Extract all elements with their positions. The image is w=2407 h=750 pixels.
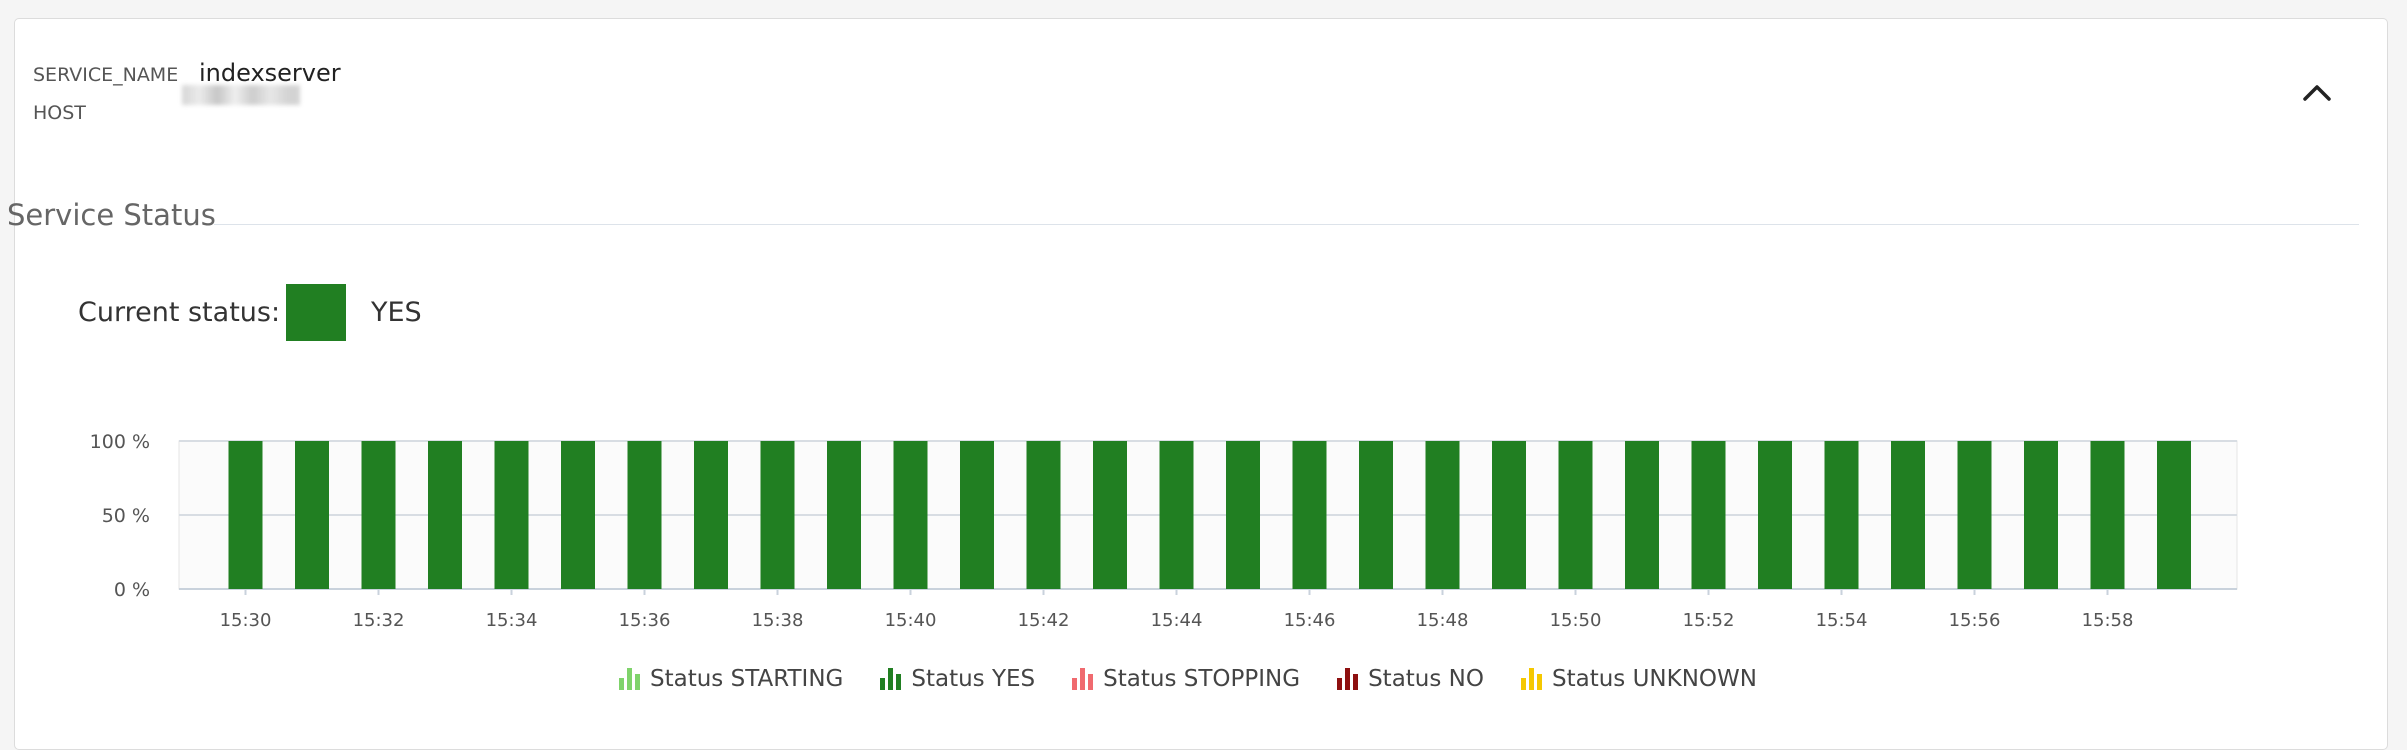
host-value-redacted [182,85,300,105]
chart-bar [2090,441,2125,589]
x-tick-label: 15:58 [2082,610,2134,631]
x-tick-label: 15:50 [1550,610,1602,631]
x-tick-label: 15:44 [1151,610,1203,631]
chart-bar [1957,441,1992,589]
x-tick-label: 15:52 [1683,610,1735,631]
x-tick-label: 15:30 [220,610,272,631]
bar-chart-icon [1072,668,1094,690]
chevron-up-icon [2303,85,2331,101]
chart-bar [1691,441,1726,589]
chart-bar [1292,441,1327,589]
bar-chart-icon [880,668,902,690]
legend-label: Status STOPPING [1103,666,1301,692]
section-title: Service Status [7,198,216,232]
y-tick-label: 0 % [114,579,150,601]
current-status-label: Current status: [78,297,281,328]
chart-bar [1625,441,1659,589]
x-tick-label: 15:36 [619,610,671,631]
chart-bar [1891,441,1925,589]
x-tick-label: 15:54 [1816,610,1868,631]
x-tick-label: 15:40 [885,610,937,631]
chart-bar [1758,441,1792,589]
chart-bar [893,441,928,589]
chart-bar [2024,441,2058,589]
chart-bar [361,441,396,589]
bar-chart-icon [1521,668,1542,690]
legend-label: Status YES [911,666,1036,692]
chart-bar [1026,441,1061,589]
x-tick-label: 15:34 [486,610,538,631]
chart-bar [295,441,329,589]
x-tick-label: 15:56 [1949,610,2001,631]
y-tick-label: 50 % [102,505,150,527]
current-status-value: YES [371,297,422,328]
chart-bar [1226,441,1260,589]
current-status-swatch [286,284,346,341]
service-name-label: SERVICE_NAME [33,64,179,86]
legend-item[interactable]: Status NO [1337,666,1484,692]
legend-item[interactable]: Status STARTING [619,666,843,692]
bar-chart-icon [619,668,640,690]
chart-bar [1824,441,1859,589]
service-name-value: indexserver [199,59,341,87]
legend-label: Status UNKNOWN [1552,666,1757,692]
chart-bar [827,441,861,589]
bar-chart-icon [1337,668,1359,690]
chart-bar [2157,441,2191,589]
chart-bar [561,441,595,589]
legend-item[interactable]: Status STOPPING [1072,666,1300,692]
chart-bar [694,441,728,589]
legend-label: Status STARTING [650,666,844,692]
collapse-button[interactable] [2300,80,2334,104]
chart-bar [494,441,529,589]
chart-legend: Status STARTING Status YES Status STOPPING… [619,666,1757,692]
chart-bar [760,441,795,589]
x-tick-label: 15:46 [1284,610,1336,631]
chart-bar [428,441,462,589]
x-tick-label: 15:48 [1417,610,1469,631]
host-label: HOST [33,102,86,124]
legend-label: Status NO [1368,666,1484,692]
chart-bar [627,441,662,589]
chart-bar [960,441,994,589]
chart-bar [1558,441,1593,589]
legend-item[interactable]: Status UNKNOWN [1521,666,1757,692]
legend-item[interactable]: Status YES [880,666,1035,692]
section-divider [214,224,2359,225]
chart-bar [1159,441,1194,589]
chart-bar [1425,441,1460,589]
x-tick-label: 15:42 [1018,610,1070,631]
x-tick-label: 15:32 [353,610,405,631]
chart-bar [1359,441,1393,589]
chart-bar [1492,441,1526,589]
x-tick-label: 15:38 [752,610,804,631]
chart-bar [1093,441,1127,589]
y-tick-label: 100 % [90,431,150,453]
service-panel [14,18,2388,750]
chart-bar [228,441,263,589]
